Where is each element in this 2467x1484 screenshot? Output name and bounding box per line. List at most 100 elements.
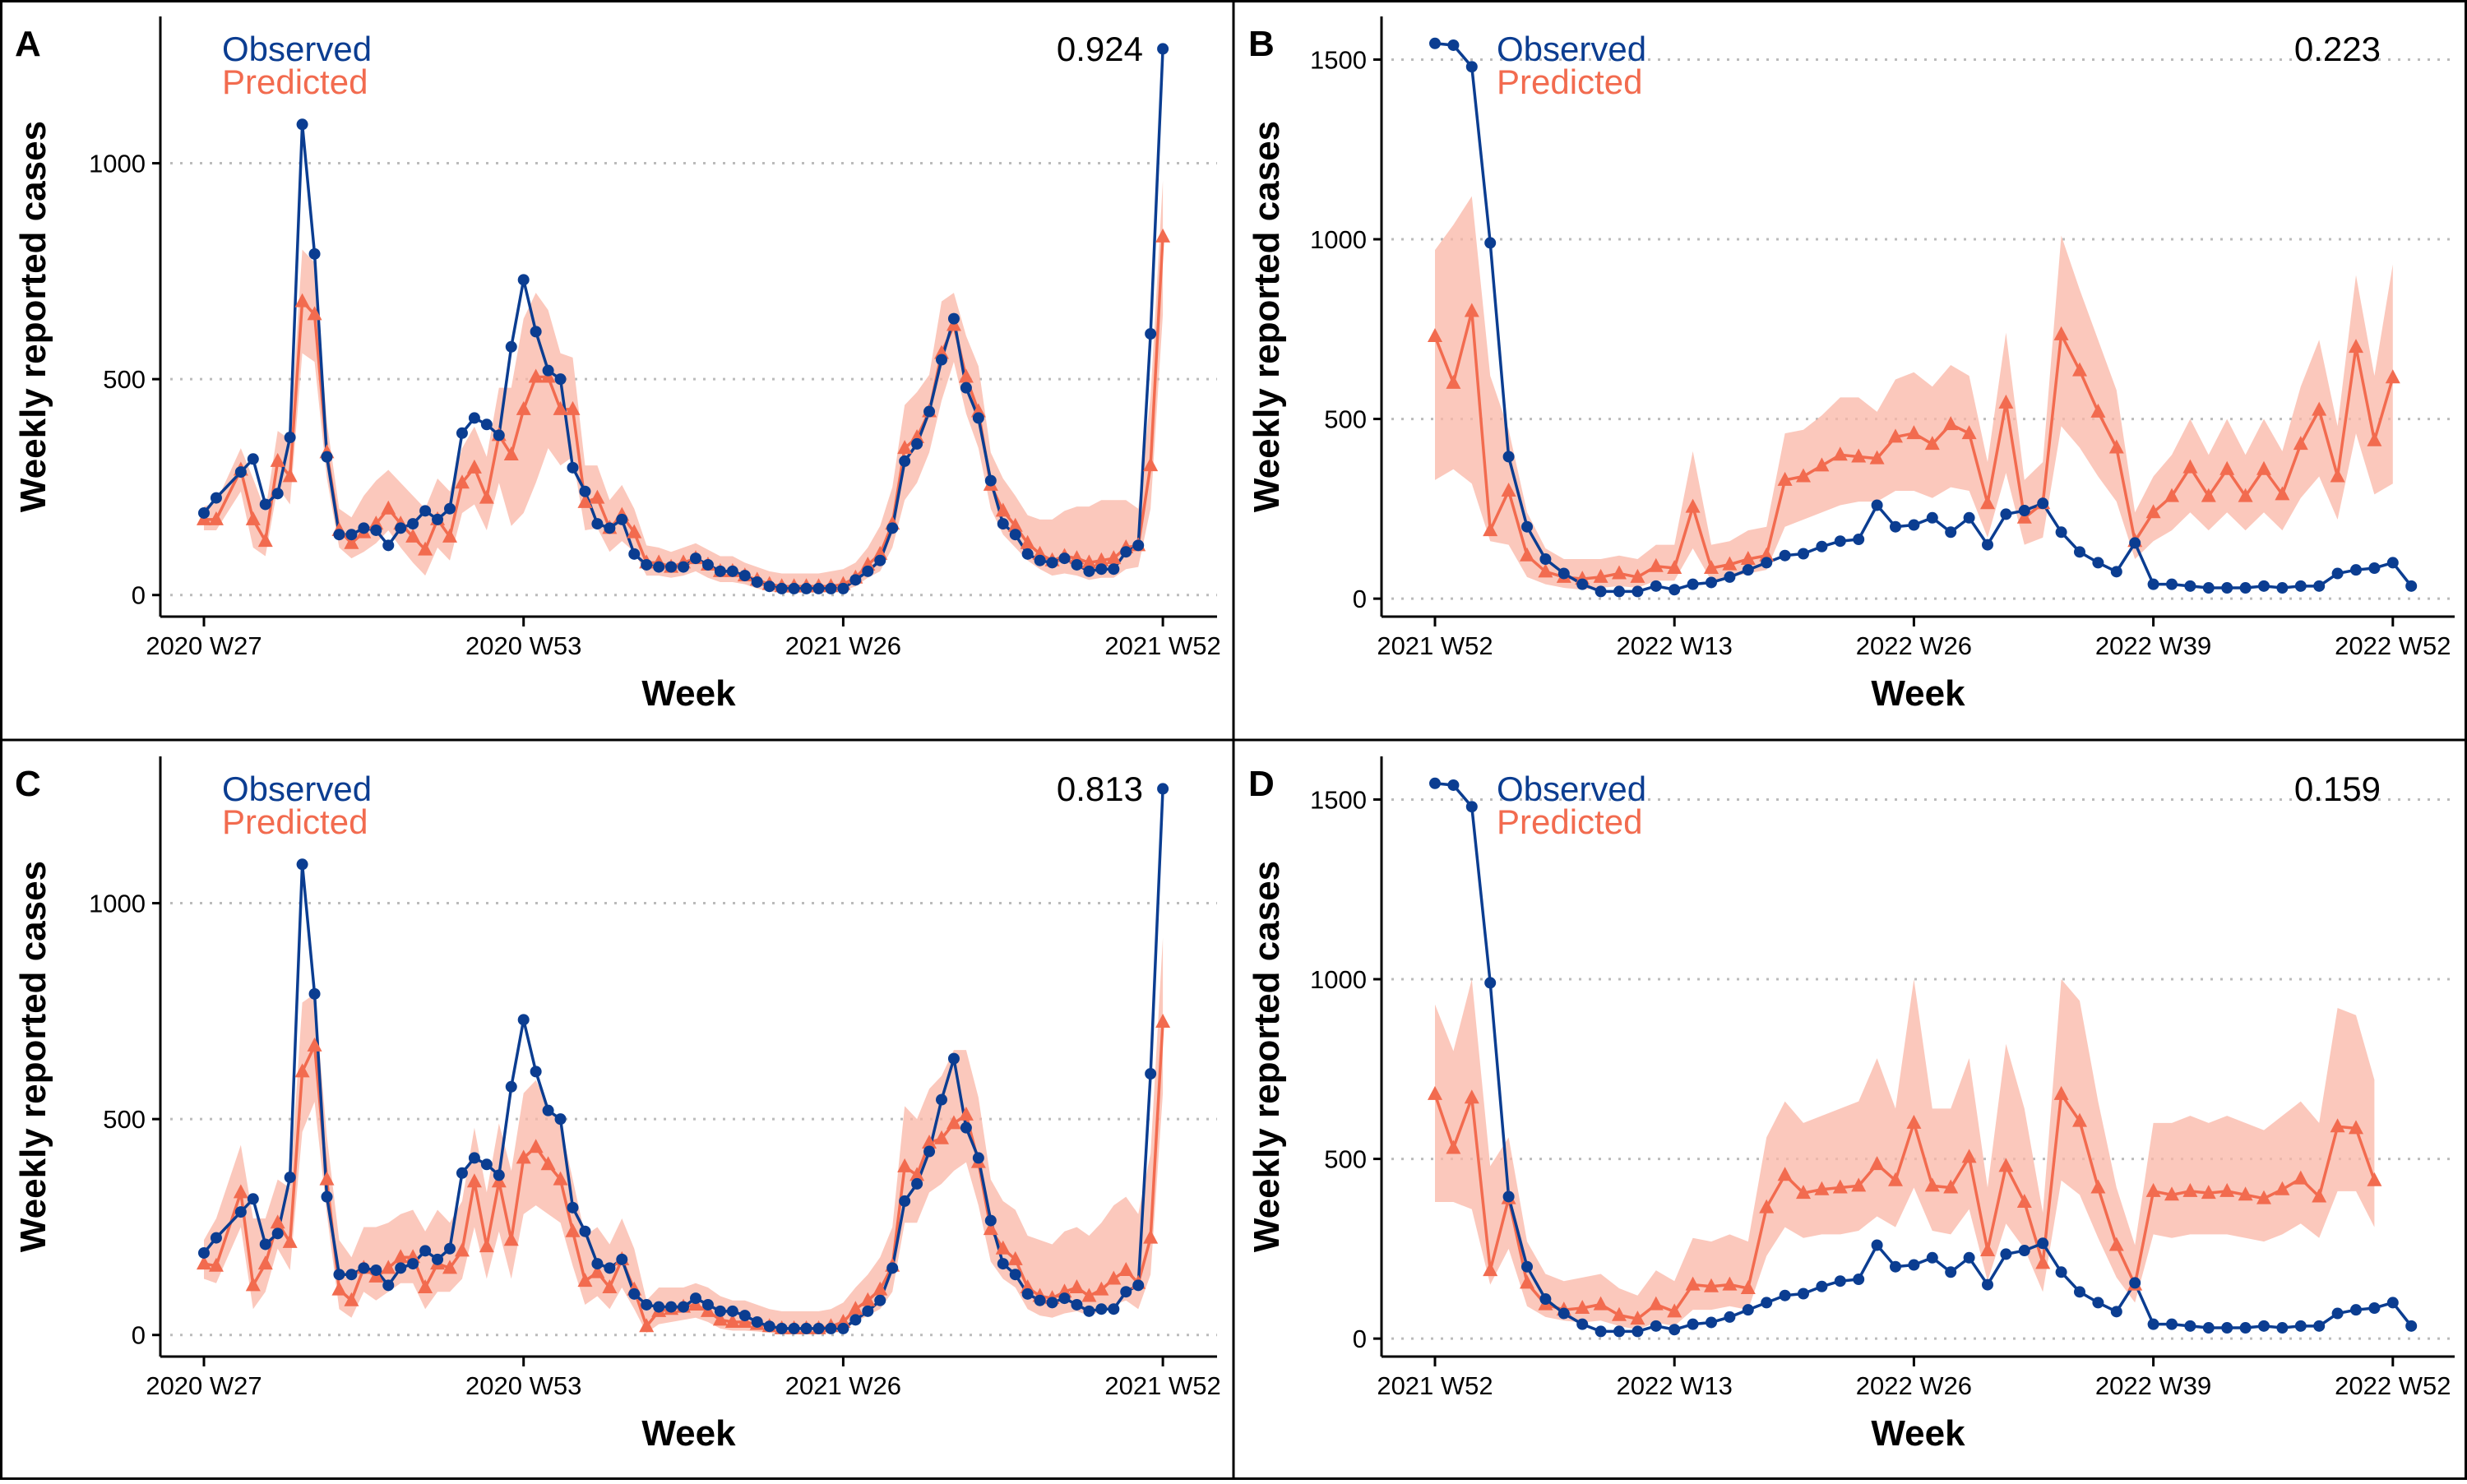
observed-point	[1798, 548, 1809, 560]
predicted-point	[2090, 1179, 2106, 1194]
observed-point	[1502, 1190, 1515, 1203]
observed-point	[2221, 1322, 2233, 1334]
predicted-point	[2035, 1255, 2051, 1269]
x-tick-label: 2020 W27	[146, 631, 262, 660]
score-annotation: 0.223	[2294, 30, 2381, 68]
observed-point	[210, 492, 222, 504]
observed-point	[2037, 497, 2049, 510]
observed-point	[1871, 1239, 1883, 1251]
observed-point	[1021, 1288, 1034, 1300]
observed-point	[1871, 499, 1883, 511]
predicted-point	[1007, 1251, 1023, 1265]
predicted-point	[2275, 1181, 2290, 1195]
observed-point	[1595, 1325, 1607, 1338]
predicted-point	[1943, 1179, 1959, 1194]
observed-point	[2202, 582, 2215, 594]
observed-point	[800, 582, 812, 594]
observed-point	[308, 247, 321, 260]
observed-point	[2331, 567, 2344, 580]
observed-point	[837, 1322, 849, 1334]
predicted-point	[1155, 1013, 1171, 1028]
predicted-point	[1704, 559, 1719, 574]
predicted-point	[2164, 488, 2179, 502]
predicted-point	[1667, 559, 1682, 574]
observed-point	[1669, 1324, 1681, 1336]
predicted-point	[331, 1281, 347, 1296]
predicted-point	[197, 1255, 211, 1270]
observed-point	[2350, 564, 2362, 576]
predicted-point	[1575, 1299, 1590, 1314]
predicted-point	[208, 1257, 224, 1272]
predicted-point	[1069, 1278, 1085, 1293]
predicted-point	[454, 1242, 470, 1257]
observed-point	[247, 1193, 259, 1205]
predicted-point	[442, 528, 457, 543]
y-tick-label: 500	[103, 365, 146, 394]
predicted-point	[1869, 1156, 1885, 1171]
observed-point	[1557, 567, 1570, 580]
legend-observed: Observed	[1497, 770, 1646, 808]
predicted-point	[2312, 1188, 2327, 1203]
observed-point	[911, 1177, 923, 1190]
legend-predicted: Predicted	[222, 62, 368, 101]
observed-point	[1834, 535, 1846, 548]
predicted-point	[897, 440, 913, 455]
observed-point	[1853, 534, 1865, 546]
observed-point	[395, 522, 407, 534]
panel-label: A	[15, 24, 41, 64]
observed-point	[641, 558, 653, 571]
predicted-point	[418, 541, 433, 556]
predicted-point	[1704, 1278, 1719, 1292]
y-tick-label: 0	[1353, 1325, 1367, 1353]
predicted-point	[1428, 328, 1442, 343]
observed-point	[1945, 1266, 1957, 1278]
predicted-point	[1685, 498, 1701, 513]
observed-point	[296, 118, 308, 131]
observed-point	[1021, 548, 1034, 560]
panel-label: B	[1248, 24, 1275, 64]
observed-point	[1046, 1297, 1058, 1309]
predicted-point	[1759, 1199, 1775, 1214]
y-axis-title: Weekly reported cases	[13, 121, 53, 512]
predicted-point	[1155, 228, 1171, 243]
predicted-point	[1777, 1167, 1793, 1181]
predicted-point	[1832, 1179, 1848, 1194]
observed-point	[1650, 580, 1662, 592]
predicted-point	[2219, 460, 2235, 475]
predicted-point	[2201, 1185, 2216, 1200]
observed-point	[530, 326, 542, 338]
x-tick-label: 2022 W52	[2335, 1371, 2451, 1400]
observed-point	[382, 1279, 395, 1292]
observed-point	[591, 1258, 604, 1270]
observed-point	[899, 455, 911, 467]
observed-point	[444, 1242, 456, 1255]
predicted-point	[860, 1292, 876, 1306]
observed-point	[775, 1322, 788, 1334]
x-tick-label: 2022 W39	[2095, 631, 2211, 660]
observed-point	[1963, 511, 1975, 524]
observed-point	[862, 1305, 874, 1317]
observed-point	[936, 354, 947, 366]
observed-point	[493, 429, 505, 442]
x-tick-label: 2022 W52	[2335, 631, 2451, 660]
predicted-point	[2385, 369, 2400, 384]
predicted-point	[1685, 1276, 1701, 1291]
observed-point	[284, 1172, 296, 1184]
observed-point	[812, 582, 825, 594]
observed-point	[1595, 585, 1607, 598]
observed-point	[2074, 1286, 2085, 1298]
observed-point	[690, 552, 701, 565]
predicted-point	[2275, 486, 2290, 501]
observed-point	[726, 1305, 738, 1317]
observed-point	[1945, 526, 1957, 539]
observed-point	[444, 502, 456, 515]
observed-point	[579, 485, 591, 497]
predicted-point	[2072, 362, 2087, 377]
predicted-point	[503, 446, 519, 461]
observed-point	[1132, 539, 1145, 552]
observed-point	[1834, 1275, 1846, 1288]
observed-point	[1484, 977, 1497, 989]
predicted-point	[528, 1139, 544, 1153]
observed-point	[2239, 582, 2252, 594]
